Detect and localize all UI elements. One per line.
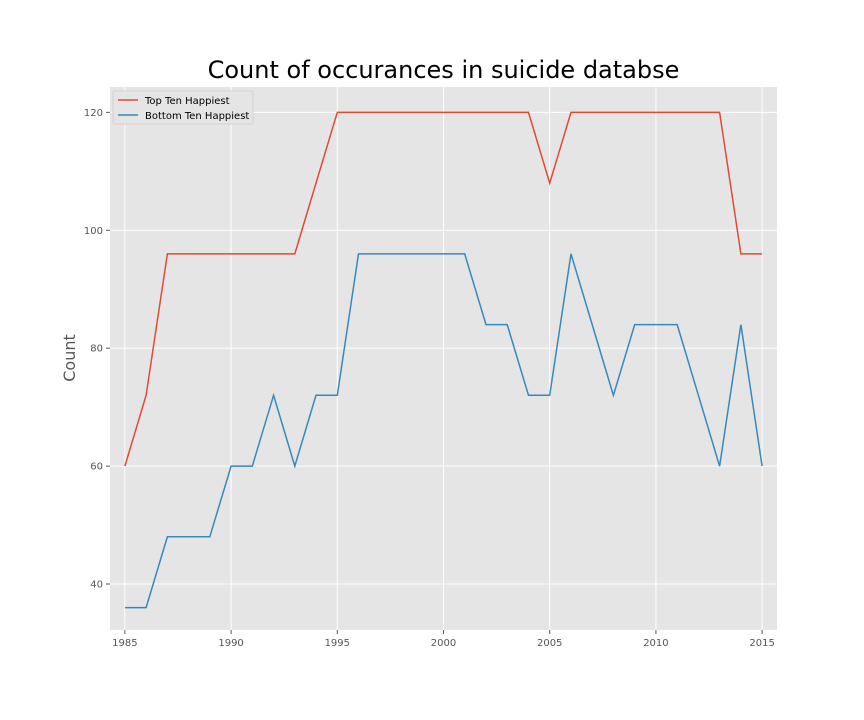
x-tick-label: 1985 (112, 638, 137, 649)
chart-title: Count of occurances in suicide databse (207, 56, 680, 84)
y-axis-label: Count (60, 334, 79, 382)
legend: Top Ten Happiest Bottom Ten Happiest (112, 90, 254, 125)
legend-box (112, 90, 254, 125)
y-tick-label: 60 (90, 462, 103, 473)
x-tick-label: 2015 (749, 638, 774, 649)
x-tick-label: 2000 (431, 638, 456, 649)
x-tick-label: 1990 (218, 638, 243, 649)
series-line-top-ten (124, 111, 763, 467)
series-lines (124, 111, 763, 609)
y-tick-label: 40 (90, 580, 103, 591)
axis-ticks: 1985 1990 1995 2000 2005 2010 2015 40 60 80 100 120 (84, 108, 775, 649)
legend-label-top-ten: Top Ten Happiest (144, 96, 230, 107)
y-tick-label: 100 (84, 226, 103, 237)
series-line-bottom-ten (124, 253, 763, 609)
y-tick-label: 80 (90, 344, 103, 355)
y-tick-label: 120 (84, 108, 103, 119)
x-tick-label: 2010 (643, 638, 668, 649)
legend-label-bottom-ten: Bottom Ten Happiest (145, 111, 249, 122)
x-tick-label: 2005 (537, 638, 562, 649)
x-tick-label: 1995 (325, 638, 350, 649)
